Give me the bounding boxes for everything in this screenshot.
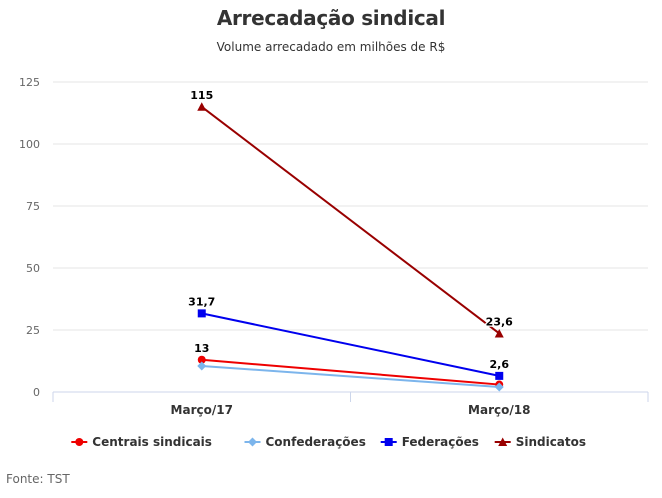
data-point <box>197 309 206 318</box>
legend-label: Centrais sindicais <box>92 435 212 449</box>
x-tick-label: Março/17 <box>171 403 233 417</box>
y-tick-label: 100 <box>19 138 40 151</box>
y-tick-label: 0 <box>33 386 40 399</box>
legend-label: Federações <box>402 435 479 449</box>
series-line <box>201 364 500 389</box>
legend-item[interactable]: Confederações <box>244 435 366 449</box>
y-tick-label: 50 <box>26 262 40 275</box>
data-point <box>494 328 504 338</box>
series-line <box>201 312 500 377</box>
source-note: Fonte: TST <box>6 472 70 486</box>
y-tick-label: 125 <box>19 76 40 89</box>
legend-marker <box>384 438 393 446</box>
legend-item[interactable]: Centrais sindicais <box>71 435 212 449</box>
legend-marker <box>75 438 84 446</box>
data-label: 115 <box>190 89 213 102</box>
legend-label: Confederações <box>266 435 366 449</box>
data-label: 13 <box>194 342 209 355</box>
data-label: 2,6 <box>490 358 510 371</box>
legend-label: Sindicatos <box>516 435 586 449</box>
data-point <box>197 102 207 111</box>
series-line <box>201 358 500 386</box>
y-tick-label: 25 <box>26 324 40 337</box>
legend-item[interactable]: Federações <box>380 435 479 449</box>
chart-title: Arrecadação sindical <box>216 6 446 30</box>
data-point <box>495 371 504 380</box>
data-label: 23,6 <box>486 315 513 328</box>
data-label: 31,7 <box>188 295 215 308</box>
data-point <box>197 361 207 371</box>
legend-marker <box>498 437 508 446</box>
data-point <box>494 382 504 392</box>
legend-marker <box>248 437 257 447</box>
chart-subtitle: Volume arrecadado em milhões de R$ <box>216 40 446 54</box>
data-point <box>197 355 206 364</box>
x-tick-label: Março/18 <box>468 403 530 417</box>
y-tick-label: 75 <box>26 200 40 213</box>
series-line <box>201 106 500 335</box>
legend-item[interactable]: Sindicatos <box>494 435 586 449</box>
